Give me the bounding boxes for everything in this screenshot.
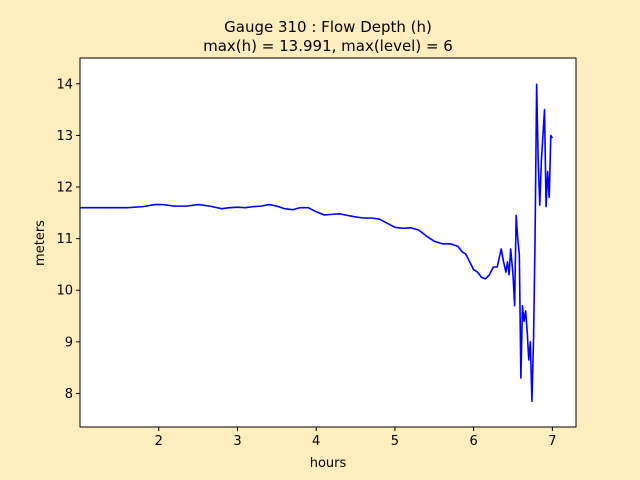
series-layer xyxy=(80,83,554,403)
plot-area xyxy=(80,58,576,427)
y-tick-label: 14 xyxy=(56,77,73,92)
y-tick-label: 13 xyxy=(56,129,73,144)
x-tick-label: 7 xyxy=(548,434,556,449)
flow-depth-series-line xyxy=(80,83,554,403)
y-axis-label: meters xyxy=(33,220,48,266)
x-tick-label: 4 xyxy=(312,434,320,449)
ticks-layer: 2 3 4 5 6 7 8 9 10 11 12 13 14 xyxy=(56,77,556,449)
x-tick-label: 3 xyxy=(233,434,241,449)
y-tick-label: 9 xyxy=(65,335,73,350)
y-tick-label: 12 xyxy=(56,181,73,196)
x-tick-label: 6 xyxy=(470,434,478,449)
y-tick-label: 10 xyxy=(56,284,73,299)
chart-subtitle: max(h) = 13.991, max(level) = 6 xyxy=(203,37,453,55)
plot-frame xyxy=(79,57,577,428)
x-tick-label: 2 xyxy=(155,434,163,449)
chart-title: Gauge 310 : Flow Depth (h) xyxy=(224,18,432,36)
x-tick-label: 5 xyxy=(391,434,399,449)
y-tick-label: 8 xyxy=(65,387,73,402)
y-tick-label: 11 xyxy=(56,232,73,247)
x-axis-label: hours xyxy=(310,456,347,471)
